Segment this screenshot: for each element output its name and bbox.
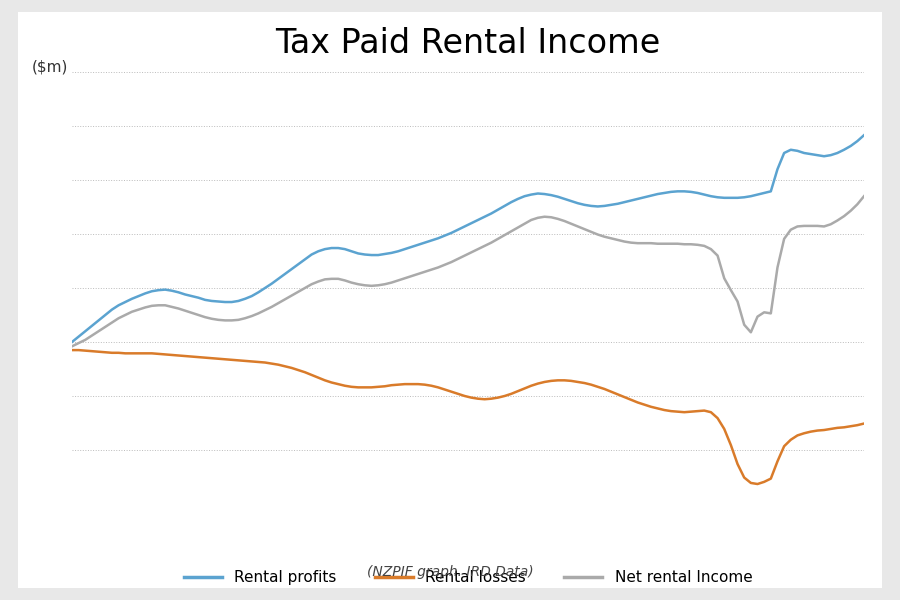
Text: ($m): ($m) [32, 60, 68, 75]
Text: (NZPIF graph. IRD Data): (NZPIF graph. IRD Data) [366, 565, 534, 579]
Legend: Rental profits, Rental losses, Net rental Income: Rental profits, Rental losses, Net renta… [177, 564, 759, 592]
Title: Tax Paid Rental Income: Tax Paid Rental Income [275, 26, 661, 59]
